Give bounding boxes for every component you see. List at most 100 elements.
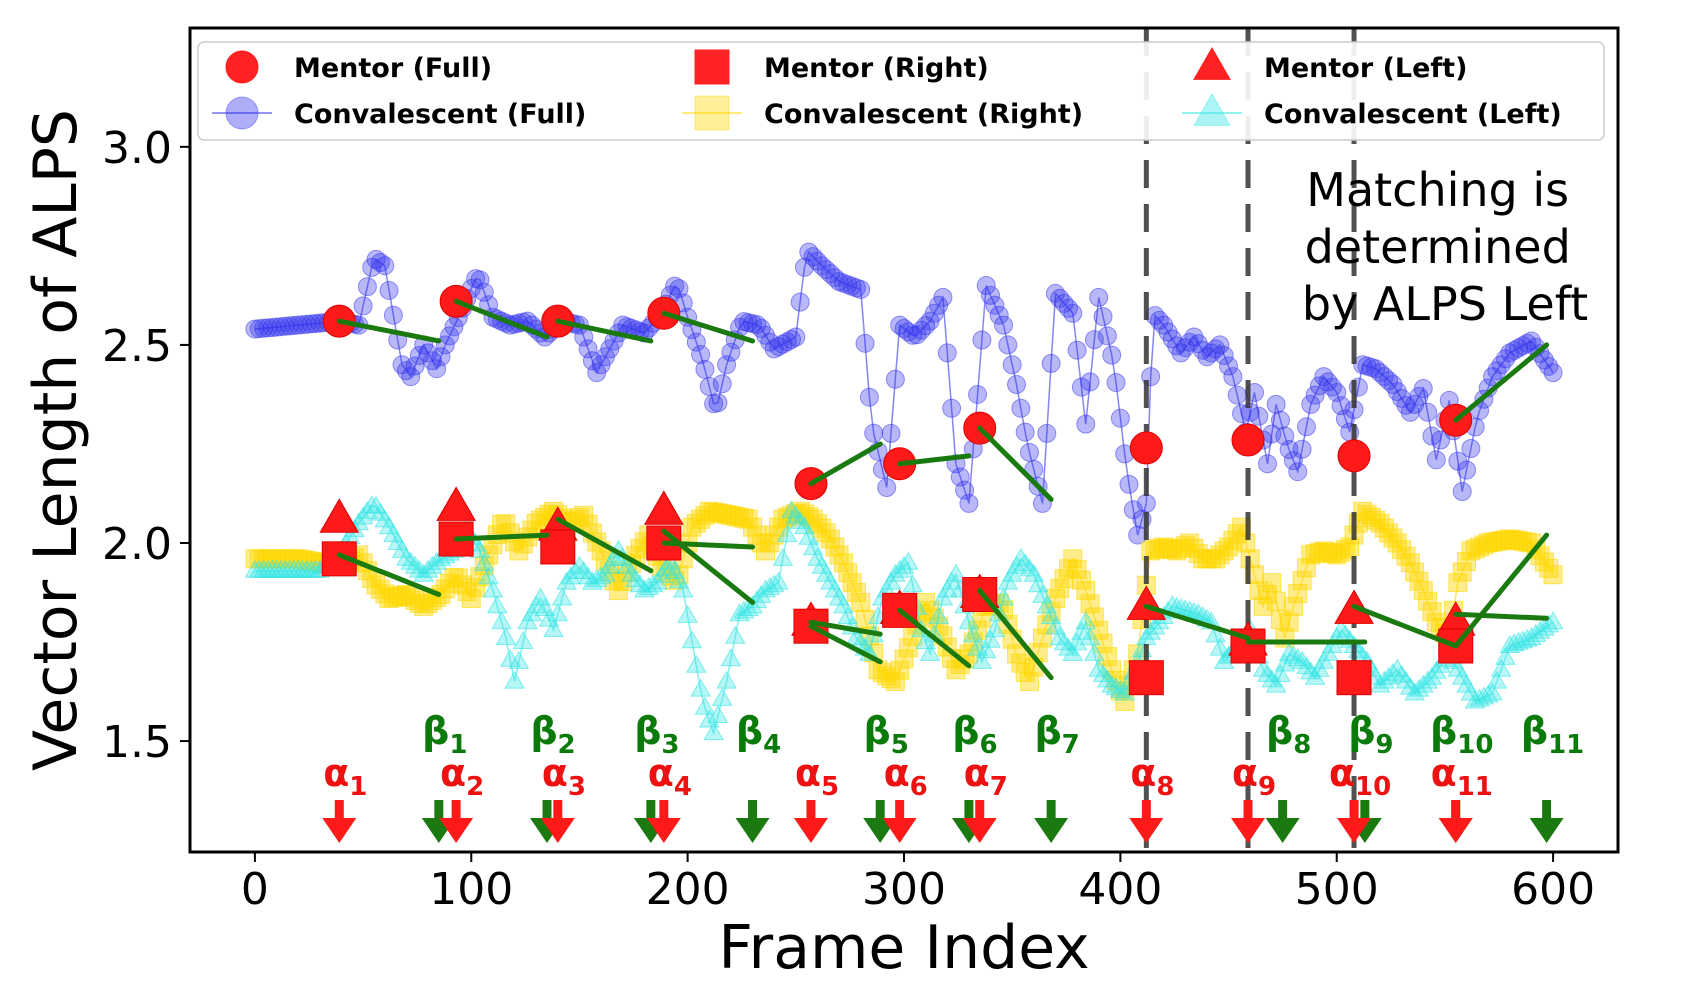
data-point-convalescent-full [440,326,460,346]
annotation-line-1: Matching is [1306,163,1569,217]
data-point-convalescent-left [1296,656,1317,675]
alpha-arrow-6 [882,800,917,843]
data-point-convalescent-full [1002,355,1022,375]
alpha-arrow-3 [540,800,575,843]
annotation-line-3: by ALPS Left [1302,277,1588,331]
data-point-convalescent-left [772,547,794,566]
alpha-label-1-subscript: 1 [349,772,367,802]
alpha-label-6: α6 [884,751,928,802]
data-point-convalescent-full [470,270,490,290]
data-point-convalescent-full [1093,307,1113,327]
series-convalescent-left [244,495,1564,741]
data-point-convalescent-left [1036,595,1058,614]
mentor-full-point-8 [1129,431,1163,465]
data-point-convalescent-left [1486,670,1508,689]
data-point-convalescent-right [851,592,871,612]
beta-label-1-symbol: β [422,709,449,753]
data-point-convalescent-left [1499,634,1521,653]
data-point-convalescent-left [802,537,824,556]
data-point-convalescent-left [538,608,560,627]
data-point-convalescent-left [1058,637,1079,656]
beta-label-9-symbol: β [1348,709,1375,753]
data-point-convalescent-full [864,423,884,443]
legend-label-6: Convalescent (Left) [1264,99,1562,130]
data-point-convalescent-full [1067,340,1087,360]
data-point-convalescent-left [1300,661,1322,680]
alpha-label-11-symbol: α [1431,751,1457,795]
data-point-convalescent-full [1106,373,1126,393]
data-point-convalescent-left [1032,584,1053,603]
x-tick-label-400: 400 [1078,864,1162,915]
legend-marker-5 [1193,46,1231,80]
beta-arrow-7 [1034,800,1069,843]
alpha-arrow-11-head [1438,818,1473,843]
data-point-convalescent-full [1266,394,1286,414]
data-point-convalescent-right [1266,591,1286,611]
legend-label-4: Convalescent (Right) [764,99,1083,130]
alpha-label-8-symbol: α [1130,751,1156,795]
beta-arrow-11-head [1529,818,1564,843]
data-point-convalescent-full [1219,356,1239,376]
beta-arrow-4 [735,800,770,843]
data-point-convalescent-left [404,555,426,574]
data-point-convalescent-full [859,387,879,407]
x-tick-label-600: 600 [1511,864,1595,915]
data-point-convalescent-full [851,279,871,299]
matching-line-7 [977,425,1054,502]
data-point-convalescent-left [768,571,789,590]
data-point-convalescent-right [1279,612,1299,632]
data-point-convalescent-left [1019,558,1040,577]
alpha-label-5-subscript: 5 [821,772,839,802]
data-point-convalescent-left [569,555,590,574]
matching-line-14 [808,619,883,637]
data-point-convalescent-full [1249,406,1269,426]
data-point-convalescent-full [937,343,957,363]
data-point-convalescent-left [897,551,919,570]
alpha-label-2-symbol: α [440,751,466,795]
data-point-convalescent-full [933,287,953,307]
data-point-convalescent-full [1223,367,1243,387]
data-point-convalescent-full [985,295,1005,315]
data-point-convalescent-left [1027,574,1049,593]
data-point-convalescent-full [790,292,810,312]
data-point-convalescent-left [357,500,378,519]
alpha-arrow-7 [962,800,997,843]
data-point-convalescent-left [1257,664,1278,683]
data-point-convalescent-full [379,280,399,300]
alpha-arrow-8 [1129,800,1164,843]
data-point-convalescent-left [491,611,512,630]
data-point-convalescent-left [352,506,374,525]
data-point-convalescent-left [625,568,647,587]
data-point-convalescent-left [1045,616,1066,635]
data-point-convalescent-left [798,526,820,545]
x-tick-label-0: 0 [241,864,269,915]
beta-label-7: β7 [1034,709,1079,760]
data-point-convalescent-left [1075,611,1097,630]
beta-arrow-8 [1265,800,1300,843]
beta-label-1: β1 [422,709,467,760]
alpha-label-9-symbol: α [1232,751,1258,795]
beta-label-7-symbol: β [1034,709,1061,753]
data-point-convalescent-left [1148,611,1170,630]
data-point-convalescent-left [928,605,949,624]
legend-label-2: Convalescent (Full) [294,99,586,130]
beta-label-5-symbol: β [864,709,891,753]
data-point-convalescent-left [1508,631,1529,650]
data-point-convalescent-full [1041,353,1061,373]
data-point-convalescent-left [694,696,716,715]
alpha-arrow-9-head [1231,818,1266,843]
data-point-convalescent-full [1110,408,1130,428]
alpha-label-4-symbol: α [648,751,674,795]
beta-arrow-4-head [735,818,770,843]
data-point-convalescent-full [669,279,689,299]
legend-label-1: Mentor (Full) [294,53,492,84]
data-point-convalescent-left [551,587,573,606]
alpha-label-8-subscript: 8 [1156,772,1174,802]
data-point-convalescent-left [482,579,504,598]
legend-entry-4: Convalescent (Right) [682,95,1083,131]
data-point-convalescent-left [707,704,729,723]
alpha-arrow-4-head [646,818,681,843]
data-point-convalescent-full [1032,493,1052,513]
data-point-convalescent-left [1252,658,1274,677]
